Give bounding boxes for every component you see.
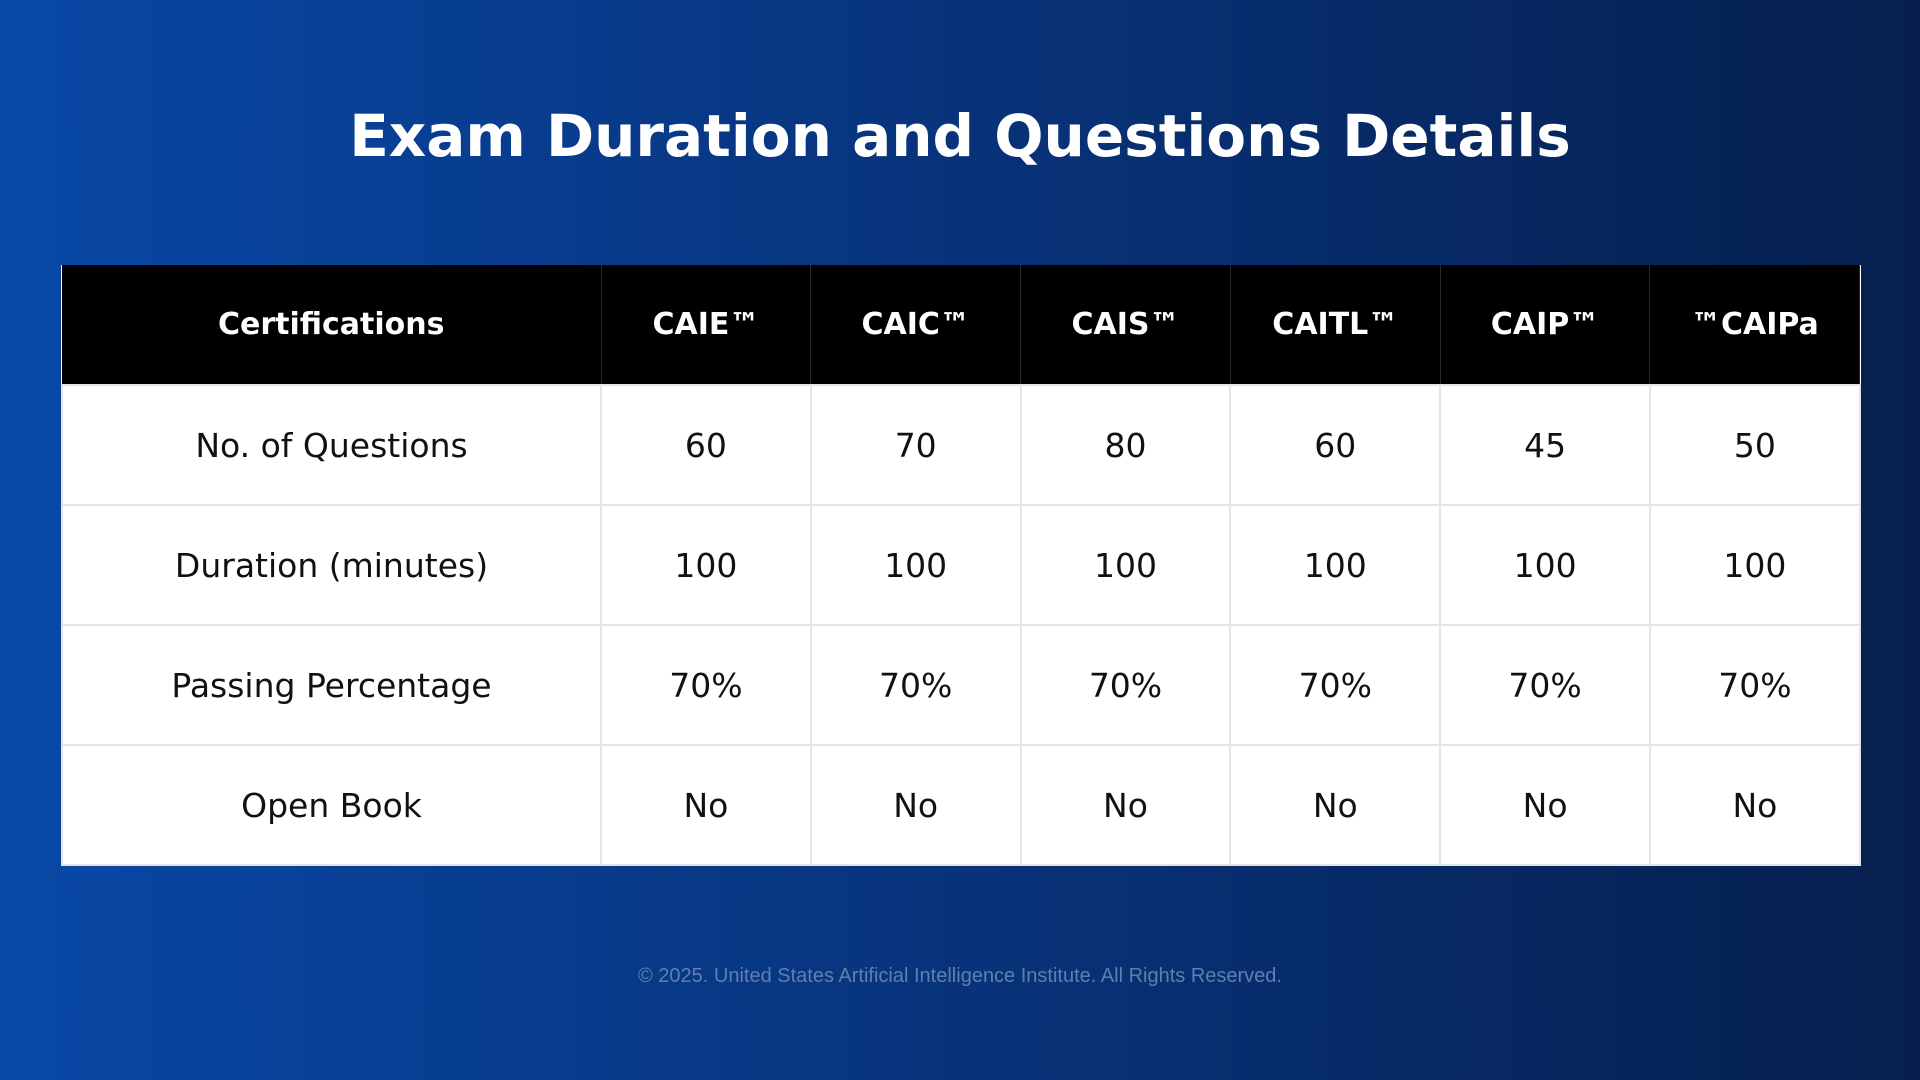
column-header-caic: CAIC™ — [810, 265, 1022, 385]
table-cell: 100 — [1439, 504, 1651, 626]
table-cell: 70% — [1229, 624, 1442, 746]
column-header-certifications: Certifications — [62, 265, 602, 385]
column-header-caipa: ™CAIPa — [1649, 265, 1861, 385]
table-header-row: Certifications CAIE™ CAIC™ CAIS™ CAITL™ … — [62, 265, 1861, 385]
row-label: Duration (minutes) — [61, 504, 602, 626]
table-cell: No — [1648, 744, 1861, 866]
table-cell: 60 — [1229, 384, 1442, 506]
table-cell: 100 — [1648, 504, 1861, 626]
table-cell: 100 — [1019, 504, 1232, 626]
table-cell: 50 — [1648, 384, 1861, 506]
table-cell: 70% — [600, 624, 812, 746]
table-cell: 80 — [1019, 384, 1232, 506]
table-cell: 100 — [809, 504, 1022, 626]
row-label: Open Book — [61, 744, 602, 866]
column-header-caie: CAIE™ — [600, 265, 812, 385]
table-cell: No — [600, 744, 812, 866]
row-label: No. of Questions — [61, 384, 602, 506]
table-cell: 70% — [1439, 624, 1651, 746]
table-row-questions: No. of Questions 60 70 80 60 45 50 — [61, 384, 1861, 506]
table-row-passing: Passing Percentage 70% 70% 70% 70% 70% 7… — [61, 624, 1861, 746]
table-row-open-book: Open Book No No No No No No — [61, 744, 1861, 866]
exam-details-table: Certifications CAIE™ CAIC™ CAIS™ CAITL™ … — [61, 265, 1861, 866]
column-header-caitl: CAITL™ — [1229, 265, 1441, 385]
table-cell: 100 — [600, 504, 812, 626]
table-cell: 60 — [600, 384, 812, 506]
table-cell: 45 — [1439, 384, 1651, 506]
table-cell: No — [1019, 744, 1232, 866]
column-header-caip: CAIP™ — [1439, 265, 1651, 385]
table-cell: No — [809, 744, 1022, 866]
table-cell: 70% — [1019, 624, 1232, 746]
row-label: Passing Percentage — [61, 624, 602, 746]
table-row-duration: Duration (minutes) 100 100 100 100 100 1… — [61, 504, 1861, 626]
table-cell: 100 — [1229, 504, 1442, 626]
table-cell: No — [1439, 744, 1651, 866]
copyright-footer: © 2025. United States Artificial Intelli… — [638, 965, 1282, 987]
column-header-cais: CAIS™ — [1020, 265, 1231, 385]
page-title: Exam Duration and Questions Details — [349, 102, 1571, 170]
table-cell: No — [1229, 744, 1442, 866]
table-cell: 70% — [809, 624, 1022, 746]
table-cell: 70% — [1648, 624, 1861, 746]
table-cell: 70 — [809, 384, 1022, 506]
